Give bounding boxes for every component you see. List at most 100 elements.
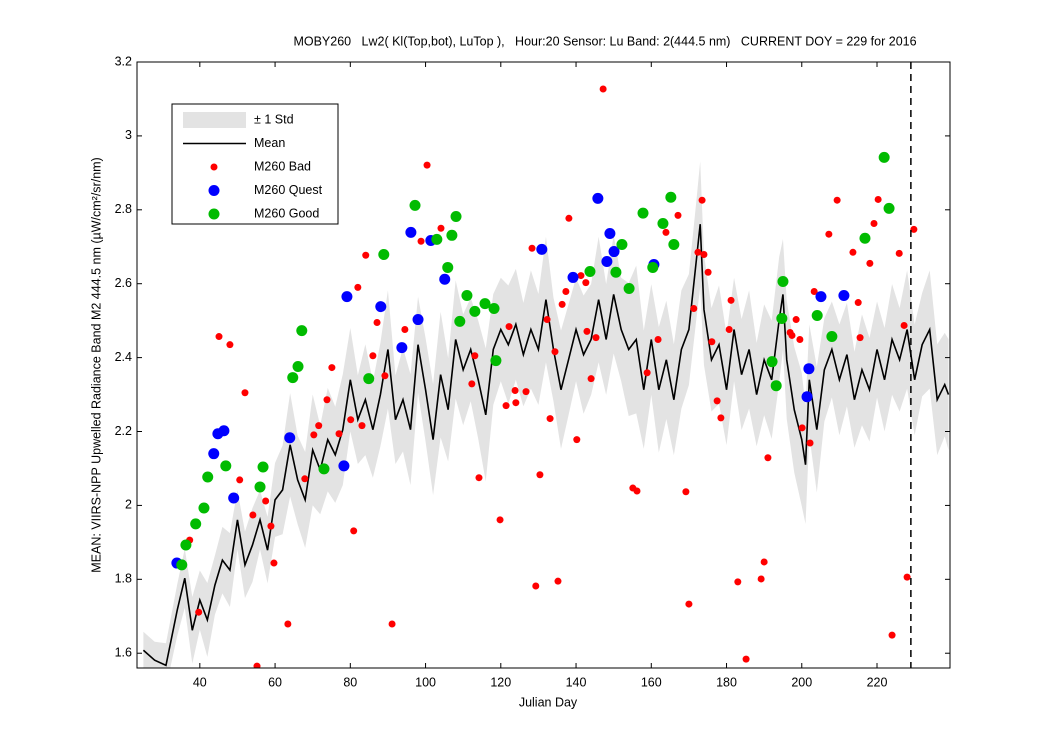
data-point [202,471,214,483]
data-point [760,558,768,566]
legend-swatch [208,208,220,220]
data-point [674,211,682,219]
data-point [806,439,814,447]
data-point [833,196,841,204]
legend-label: Mean [254,136,285,150]
data-point [708,338,716,346]
data-point [698,196,706,204]
std-band [143,161,949,668]
data-point [810,287,818,295]
legend-swatch [210,163,218,171]
data-point [665,191,677,203]
data-point [713,397,721,405]
data-point [378,249,390,261]
data-point [682,488,690,496]
data-point [479,298,491,310]
data-point [643,369,651,377]
data-point [287,372,299,384]
data-point [777,275,789,287]
data-point [522,388,530,396]
legend: ± 1 Std Mean M260 Bad M260 Quest M260 Good [171,103,339,225]
data-point [610,266,622,278]
data-point [573,436,581,444]
data-point [637,207,649,219]
x-tick-label: 140 [566,675,587,689]
data-point [362,251,370,259]
y-tick-label: 1.8 [115,572,132,586]
data-point [577,272,585,280]
x-tick-label: 60 [268,675,282,689]
data-point [310,431,318,439]
data-point [654,336,662,344]
data-point [599,85,607,93]
data-point [338,460,350,472]
plot-area [142,62,950,668]
axes: 40 60 80 100 120 140 160 180 200 220 1.6 1.8 2 2.2 2.4… [115,54,951,689]
data-point [347,416,355,424]
x-tick-label: 200 [791,675,812,689]
data-point [220,460,232,472]
y-axis-label: MEAN: VIIRS-NPP Upwelled Radiance Band M… [89,157,103,572]
data-point [757,575,765,583]
data-point [536,243,548,255]
data-point [215,333,223,341]
data-point [801,391,813,403]
data-point [198,502,210,514]
data-point [468,380,476,388]
x-axis-label: Julian Day [519,695,578,709]
chart-title: MOBY260 Lw2( Kl(Top,bot), LuTop ), Hour:… [293,34,916,48]
data-point [323,396,331,404]
data-point [796,336,804,344]
data-point [396,342,408,354]
data-point [496,516,504,524]
data-point [859,232,871,244]
data-point [856,334,864,342]
x-tick-label: 80 [343,675,357,689]
legend-label: M260 Bad [254,159,311,173]
data-point [770,380,782,392]
data-point [180,539,192,551]
x-tick-label: 180 [716,675,737,689]
data-point [354,283,362,291]
data-point [623,283,635,295]
data-point [249,511,257,519]
data-point [565,214,573,222]
y-tick-label: 2.6 [115,276,132,290]
y-tick-label: 2.8 [115,202,132,216]
legend-swatch [183,112,246,128]
data-point [903,573,911,581]
y-tick-label: 3.2 [115,54,132,68]
data-point [811,309,823,321]
data-point [301,475,309,483]
data-point [788,331,796,339]
data-point [488,302,500,314]
data-point [883,202,895,214]
data-point [512,399,520,407]
data-point [511,386,519,394]
data-point [350,527,358,535]
data-point [587,375,595,383]
data-point [412,314,424,326]
legend-label: ± 1 Std [254,112,294,126]
data-point [536,471,544,479]
data-point [826,331,838,343]
data-point [766,356,778,368]
data-point [318,463,330,475]
data-point [431,233,443,245]
data-point [373,319,381,327]
data-point [558,300,566,308]
data-point [900,321,908,329]
data-point [341,291,353,303]
data-point [381,372,389,380]
data-point [254,481,266,493]
data-point [694,248,702,256]
data-point [543,316,551,324]
data-point [803,363,815,375]
data-point [874,195,882,203]
data-point [471,352,479,360]
data-point [878,151,890,163]
data-point [647,261,659,273]
data-point [284,620,292,628]
x-tick-label: 160 [641,675,662,689]
